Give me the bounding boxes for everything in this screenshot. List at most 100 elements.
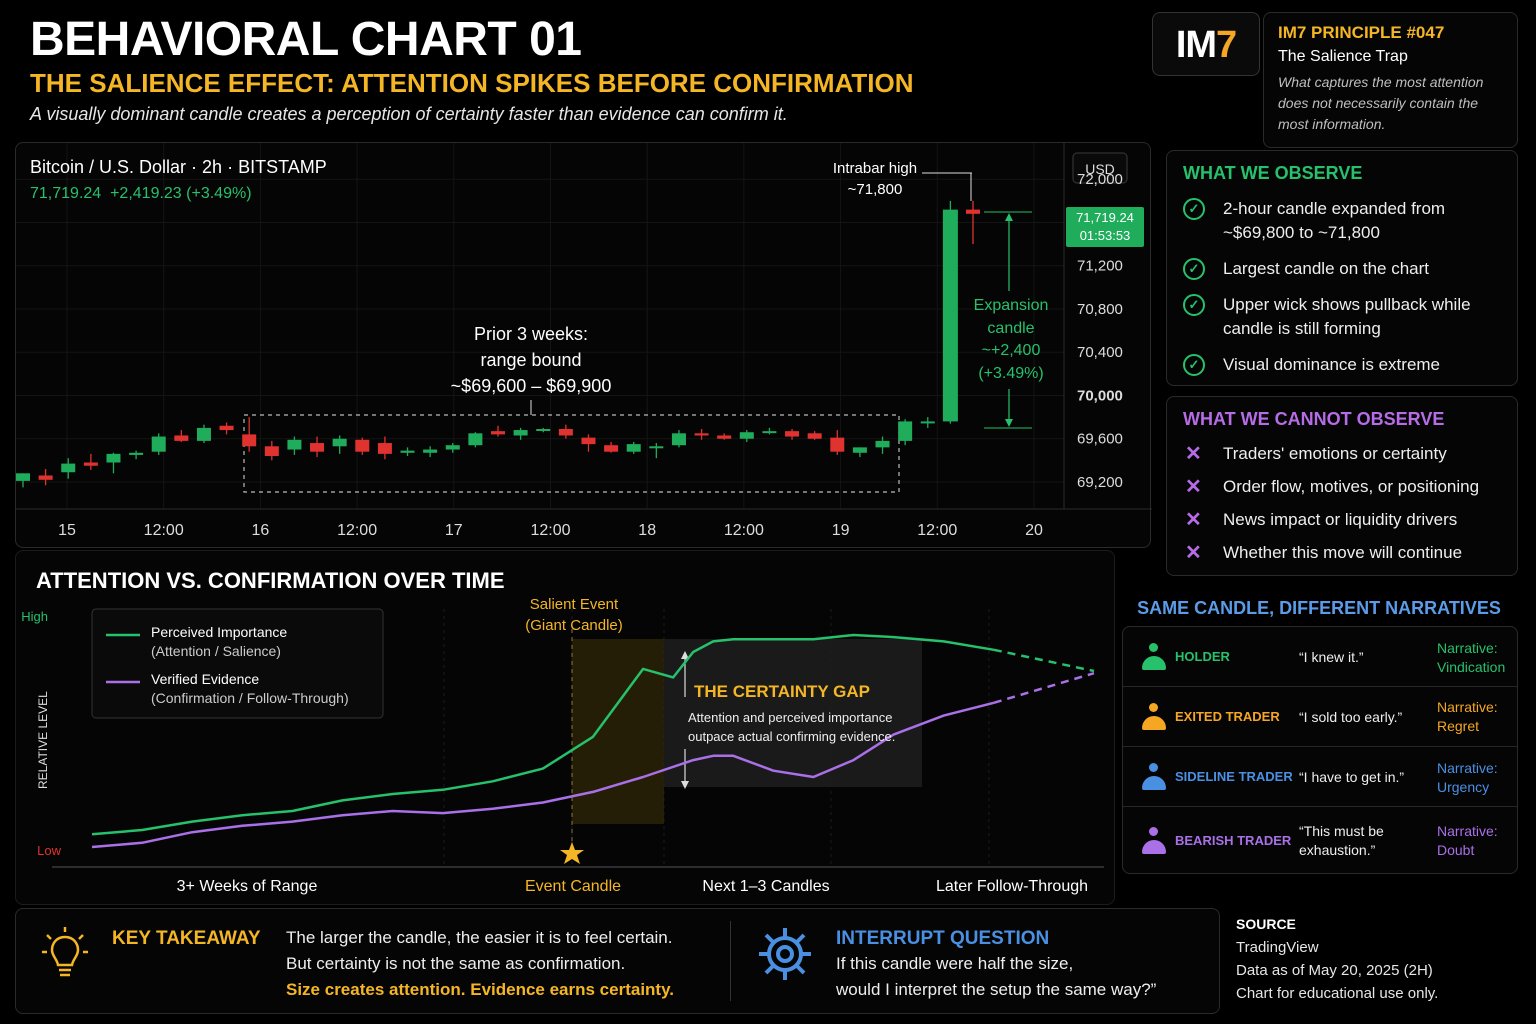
expansion-arrowhead-up xyxy=(1005,213,1013,221)
check-icon: ✓ xyxy=(1183,198,1205,220)
x-icon: ✕ xyxy=(1185,476,1202,498)
candle xyxy=(581,434,596,452)
gap-arrowhead-up xyxy=(681,651,689,659)
observe-panel: WHAT WE OBSERVE ✓ 2-hour candle expanded … xyxy=(1166,150,1518,386)
candle xyxy=(966,200,980,245)
user-icon xyxy=(1139,643,1167,673)
candle xyxy=(129,450,144,460)
price-change: +2,419.23 (+3.49%) xyxy=(110,185,252,202)
attention-panel: High Low RELATIVE LEVEL 3+ Weeks of Rang… xyxy=(15,550,1115,905)
x-tick-label: 18 xyxy=(638,522,656,539)
phase-label: Next 1–3 Candles xyxy=(702,878,829,895)
interrupt-text: If this candle were half the size, would… xyxy=(836,954,1157,999)
candle xyxy=(649,443,664,459)
candle xyxy=(174,430,189,442)
attention-title: ATTENTION VS. CONFIRMATION OVER TIME xyxy=(36,568,505,593)
candle xyxy=(626,441,641,454)
gap-arrowhead-down xyxy=(681,781,689,789)
narrative-row-sideline: SIDELINE TRADER “I have to get in.” Narr… xyxy=(1123,746,1517,806)
page-subtitle: THE SALIENCE EFFECT: ATTENTION SPIKES BE… xyxy=(30,68,914,98)
candle xyxy=(942,200,958,424)
candle xyxy=(106,452,121,474)
user-icon xyxy=(1139,827,1167,857)
intrabar-annotation: Intrabar high ~71,800 xyxy=(832,160,918,198)
x-tick-label: 17 xyxy=(445,522,463,539)
last-price: 71,719.24 xyxy=(30,185,102,202)
check-icon: ✓ xyxy=(1183,294,1205,316)
x-tick-label: 12:00 xyxy=(144,522,184,539)
principle-number: IM7 PRINCIPLE #047 xyxy=(1278,23,1445,42)
cannot-observe-item: ✕ Traders' emotions or certainty xyxy=(1185,443,1447,465)
x-tick-label: 15 xyxy=(58,522,76,539)
candle xyxy=(423,446,438,458)
candle xyxy=(242,417,257,452)
x-tick-label: 12:00 xyxy=(530,522,570,539)
x-tick-label: 19 xyxy=(832,522,850,539)
cannot-observe-item: ✕ Order flow, motives, or positioning xyxy=(1185,476,1480,498)
candle xyxy=(287,436,302,455)
gear-icon xyxy=(759,928,811,980)
series-projection xyxy=(993,648,1095,673)
price-tag-value: 71,719.24 xyxy=(1076,210,1134,225)
observe-item: ✓ Visual dominance is extreme xyxy=(1183,353,1501,377)
user-icon xyxy=(1139,703,1167,733)
candle xyxy=(38,468,53,486)
interrupt-title: INTERRUPT QUESTION xyxy=(836,928,1050,949)
y-tick-label: 72,000 xyxy=(1077,171,1123,188)
y-tick-label: 70,800 xyxy=(1077,301,1123,318)
candle xyxy=(219,422,234,435)
currency-button[interactable] xyxy=(1072,152,1128,184)
candle xyxy=(604,441,619,453)
series-line xyxy=(91,633,995,836)
x-icon: ✕ xyxy=(1185,542,1202,564)
candle xyxy=(355,437,370,455)
candle xyxy=(852,447,867,458)
candle xyxy=(445,443,460,453)
principle-card: IM7 PRINCIPLE #047 The Salience Trap Wha… xyxy=(1263,12,1518,148)
takeaway-title: KEY TAKEAWAY xyxy=(112,928,261,949)
divider xyxy=(730,921,731,1001)
candle xyxy=(83,453,98,471)
attention-chart: High Low RELATIVE LEVEL 3+ Weeks of Rang… xyxy=(21,608,1104,895)
narrative-row-bearish: BEARISH TRADER “This must be exhaustion.… xyxy=(1123,806,1517,874)
price-chart[interactable]: USD 72,00071,60071,20070,80070,40070,000… xyxy=(16,143,1152,549)
symbol-label: Bitcoin / U.S. Dollar · 2h · BITSTAMP xyxy=(30,157,327,177)
event-star-icon xyxy=(560,842,584,864)
narrative-row-exited: EXITED TRADER “I sold too early.” Narrat… xyxy=(1123,686,1517,746)
narrative-row-holder: HOLDER “I knew it.” Narrative: Vindicatio… xyxy=(1123,627,1517,687)
candle xyxy=(61,458,76,479)
price-chart-panel: USD 72,00071,60071,20070,80070,40070,000… xyxy=(15,142,1152,549)
candle xyxy=(468,432,483,448)
check-icon: ✓ xyxy=(1183,354,1205,376)
range-annotation: Prior 3 weeks: range bound ~$69,600 – $6… xyxy=(450,324,612,396)
candle xyxy=(400,447,415,457)
candle xyxy=(558,424,573,439)
phase-label: Event Candle xyxy=(525,878,621,895)
x-tick-label: 12:00 xyxy=(917,522,957,539)
y-tick-label: 70,000 xyxy=(1077,387,1123,404)
observe-item: ✓ Largest candle on the chart xyxy=(1183,257,1501,281)
event-highlight xyxy=(572,639,664,824)
principle-name: The Salience Trap xyxy=(1278,48,1408,65)
lightbulb-icon xyxy=(42,927,88,977)
x-tick-label: 20 xyxy=(1025,522,1043,539)
cannot-observe-panel: WHAT WE CANNOT OBSERVE ✕ Traders' emotion… xyxy=(1166,396,1518,576)
x-tick-label: 16 xyxy=(252,522,270,539)
observe-item: ✓ Upper wick shows pullback while candle … xyxy=(1183,293,1501,341)
cannot-observe-item: ✕ Whether this move will continue xyxy=(1185,542,1463,564)
candle xyxy=(377,436,392,460)
candle xyxy=(807,431,822,440)
y-high-label: High xyxy=(21,609,48,624)
gap-text: Attention and perceived importance outpa… xyxy=(688,710,896,744)
takeaway-text: The larger the candle, the easier it is … xyxy=(286,928,675,999)
y-tick-label: 69,600 xyxy=(1077,431,1123,448)
source-block: SOURCE TradingView Data as of May 20, 20… xyxy=(1236,916,1439,1002)
legend-item-evidence: Verified Evidence (Confirmation / Follow… xyxy=(151,671,349,706)
narratives-table: HOLDER “I knew it.” Narrative: Vindicatio… xyxy=(1122,626,1518,874)
candle xyxy=(739,430,754,442)
candle xyxy=(717,433,732,440)
brand-logo: IM7 xyxy=(1152,12,1260,76)
observe-title: WHAT WE OBSERVE xyxy=(1183,163,1363,183)
currency-label: USD xyxy=(1085,161,1115,177)
principle-quote: What captures the most attention does no… xyxy=(1278,74,1484,132)
